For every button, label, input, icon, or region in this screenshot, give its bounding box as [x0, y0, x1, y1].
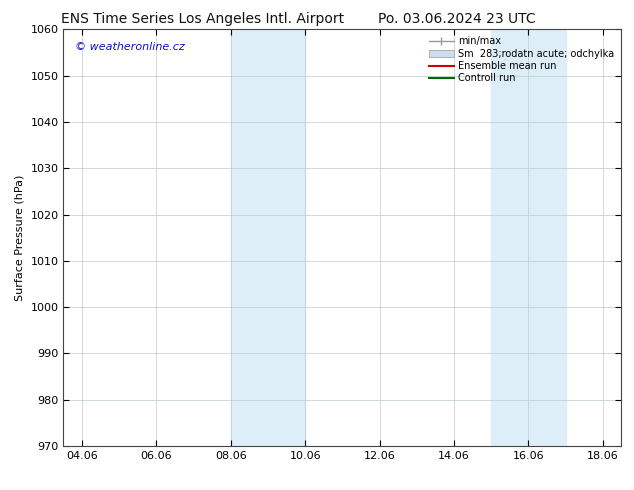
Bar — [491, 29, 528, 446]
Text: © weatheronline.cz: © weatheronline.cz — [75, 42, 184, 52]
Y-axis label: Surface Pressure (hPa): Surface Pressure (hPa) — [15, 174, 25, 301]
Legend: min/max, Sm  283;rodatn acute; odchylka, Ensemble mean run, Controll run: min/max, Sm 283;rodatn acute; odchylka, … — [427, 34, 616, 85]
Bar — [231, 29, 287, 446]
Text: Po. 03.06.2024 23 UTC: Po. 03.06.2024 23 UTC — [378, 12, 535, 26]
Bar — [287, 29, 305, 446]
Text: ENS Time Series Los Angeles Intl. Airport: ENS Time Series Los Angeles Intl. Airpor… — [61, 12, 344, 26]
Bar — [528, 29, 566, 446]
